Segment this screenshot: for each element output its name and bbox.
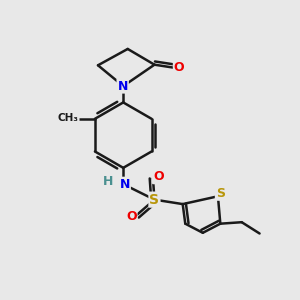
Text: S: S — [216, 187, 225, 200]
Text: N: N — [118, 80, 128, 93]
Text: N: N — [119, 178, 130, 191]
Text: CH₃: CH₃ — [58, 113, 79, 123]
Text: O: O — [174, 61, 184, 74]
Text: H: H — [103, 175, 113, 188]
Text: O: O — [126, 210, 136, 223]
Text: O: O — [153, 170, 164, 183]
Text: S: S — [149, 193, 160, 207]
